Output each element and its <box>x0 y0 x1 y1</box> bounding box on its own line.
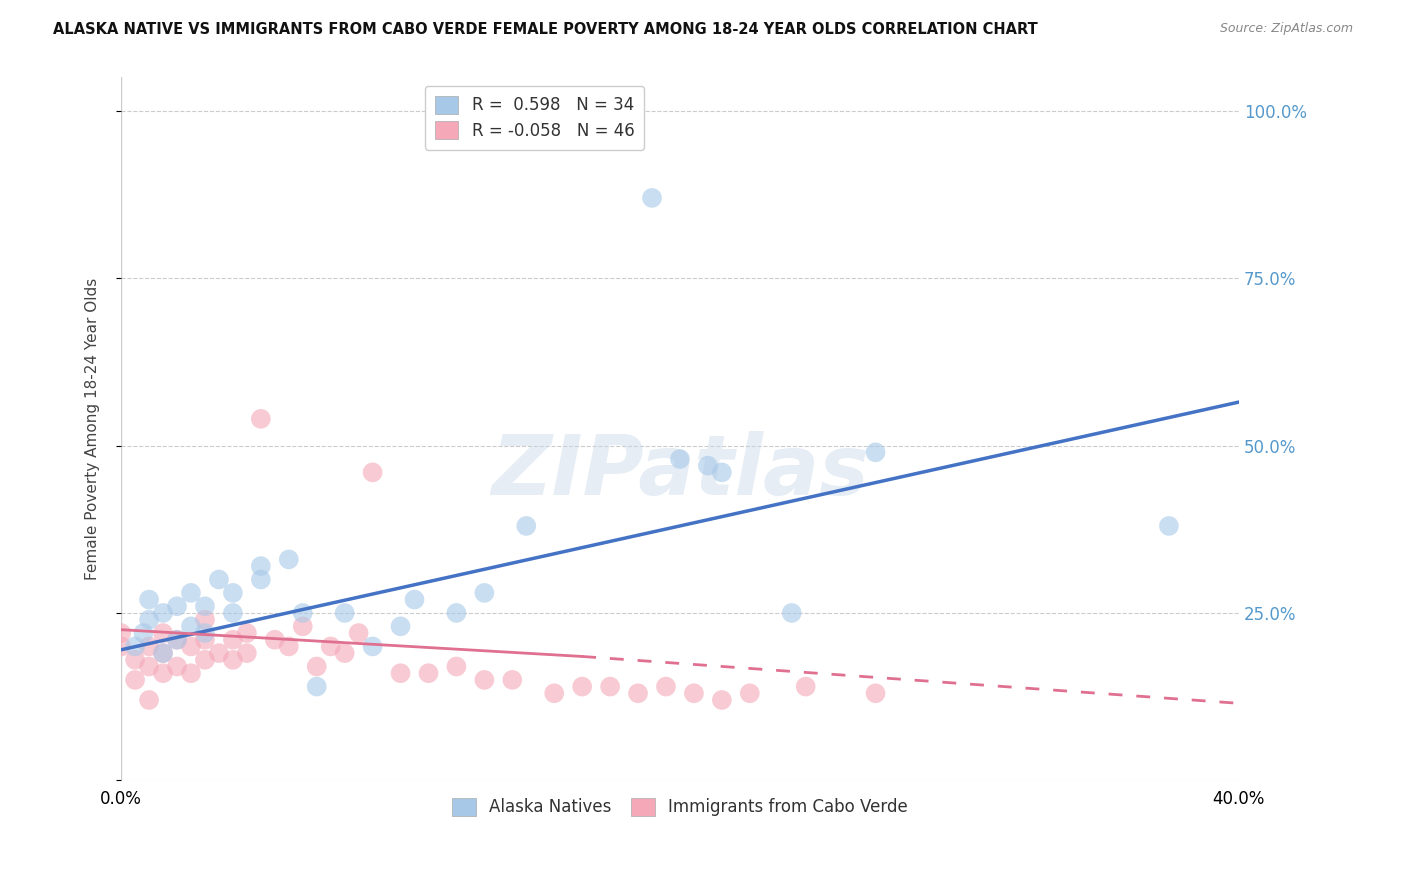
Point <box>389 619 412 633</box>
Point <box>333 646 356 660</box>
Point <box>263 632 285 647</box>
Point <box>124 640 146 654</box>
Point <box>446 606 468 620</box>
Point <box>347 626 370 640</box>
Point <box>138 613 160 627</box>
Point <box>305 659 328 673</box>
Point <box>319 640 342 654</box>
Point <box>696 458 718 473</box>
Point <box>738 686 761 700</box>
Point <box>780 606 803 620</box>
Point <box>166 599 188 614</box>
Point <box>152 666 174 681</box>
Point <box>222 632 245 647</box>
Point <box>474 673 496 687</box>
Point <box>152 646 174 660</box>
Point <box>180 619 202 633</box>
Point <box>194 632 217 647</box>
Point <box>236 646 259 660</box>
Point <box>180 666 202 681</box>
Text: Source: ZipAtlas.com: Source: ZipAtlas.com <box>1219 22 1353 36</box>
Point <box>599 680 621 694</box>
Point <box>152 606 174 620</box>
Point <box>865 686 887 700</box>
Point <box>166 659 188 673</box>
Point <box>236 626 259 640</box>
Point <box>194 653 217 667</box>
Point <box>152 626 174 640</box>
Point <box>110 626 132 640</box>
Point <box>683 686 706 700</box>
Point <box>277 552 299 566</box>
Point <box>418 666 440 681</box>
Point <box>865 445 887 459</box>
Point <box>194 613 217 627</box>
Point <box>180 586 202 600</box>
Point <box>138 592 160 607</box>
Point <box>138 693 160 707</box>
Point <box>1157 519 1180 533</box>
Point <box>152 646 174 660</box>
Point <box>641 191 664 205</box>
Point <box>250 559 273 574</box>
Point <box>250 412 273 426</box>
Point <box>515 519 537 533</box>
Point <box>138 659 160 673</box>
Point <box>291 606 314 620</box>
Point <box>361 466 384 480</box>
Point <box>277 640 299 654</box>
Point <box>166 632 188 647</box>
Point <box>208 573 231 587</box>
Point <box>474 586 496 600</box>
Point <box>404 592 426 607</box>
Text: ALASKA NATIVE VS IMMIGRANTS FROM CABO VERDE FEMALE POVERTY AMONG 18-24 YEAR OLDS: ALASKA NATIVE VS IMMIGRANTS FROM CABO VE… <box>53 22 1038 37</box>
Point <box>794 680 817 694</box>
Point <box>222 606 245 620</box>
Point <box>222 586 245 600</box>
Point <box>669 452 692 467</box>
Point <box>194 599 217 614</box>
Point <box>571 680 593 694</box>
Point <box>361 640 384 654</box>
Point <box>710 466 733 480</box>
Point <box>124 653 146 667</box>
Point <box>501 673 523 687</box>
Point <box>389 666 412 681</box>
Text: ZIPatlas: ZIPatlas <box>491 431 869 511</box>
Point <box>627 686 650 700</box>
Point <box>446 659 468 673</box>
Point <box>710 693 733 707</box>
Point <box>132 626 155 640</box>
Point <box>110 640 132 654</box>
Point <box>138 640 160 654</box>
Point <box>180 640 202 654</box>
Point <box>543 686 565 700</box>
Point <box>305 680 328 694</box>
Legend: Alaska Natives, Immigrants from Cabo Verde: Alaska Natives, Immigrants from Cabo Ver… <box>444 789 917 825</box>
Point <box>194 626 217 640</box>
Point <box>291 619 314 633</box>
Point <box>250 573 273 587</box>
Point <box>124 673 146 687</box>
Point <box>208 646 231 660</box>
Point <box>166 632 188 647</box>
Y-axis label: Female Poverty Among 18-24 Year Olds: Female Poverty Among 18-24 Year Olds <box>86 277 100 580</box>
Point <box>655 680 678 694</box>
Point <box>333 606 356 620</box>
Point <box>222 653 245 667</box>
